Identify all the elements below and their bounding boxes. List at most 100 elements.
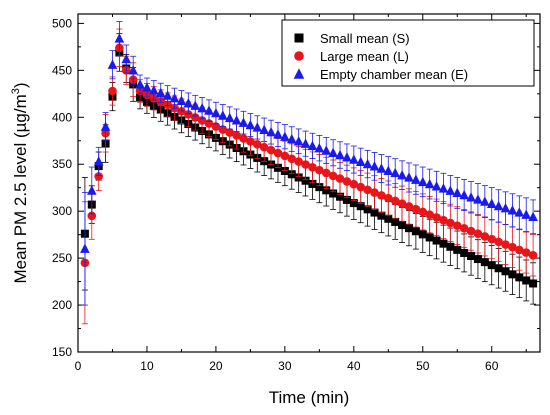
data-point <box>521 209 532 219</box>
data-point <box>404 202 414 211</box>
data-point <box>439 215 448 225</box>
data-point <box>349 199 358 208</box>
data-point <box>86 185 97 195</box>
data-point <box>280 131 290 141</box>
data-point <box>336 192 345 201</box>
data-point <box>445 185 456 195</box>
data-point <box>466 192 476 202</box>
legend-label: Empty chamber mean (E) <box>320 67 468 82</box>
data-point <box>355 156 366 166</box>
data-point <box>439 239 448 248</box>
x-tick-label: 60 <box>485 359 499 373</box>
legend: Small mean (S) Large mean (L) Empty chambe… <box>281 19 535 87</box>
data-point <box>425 233 434 242</box>
legend-box <box>281 19 535 87</box>
data-point <box>369 161 380 171</box>
data-point <box>335 149 345 160</box>
data-point <box>438 183 449 193</box>
x-tick-label: 30 <box>278 359 292 373</box>
data-point <box>370 188 379 197</box>
y-axis-ticks: 150 200 250 300 350 400 450 500 <box>52 16 540 359</box>
data-point <box>252 140 262 149</box>
data-point <box>280 151 290 161</box>
data-point <box>286 133 297 144</box>
data-point <box>225 128 235 137</box>
data-point <box>128 65 138 75</box>
data-point <box>501 240 510 249</box>
x-axis-ticks: 0 10 20 30 40 50 60 <box>75 14 527 373</box>
data-point <box>370 208 379 217</box>
x-axis-title: Time (min) <box>269 388 350 407</box>
x-tick-label: 0 <box>75 359 82 373</box>
legend-marker-triangle <box>293 68 305 79</box>
data-point <box>377 191 386 200</box>
data-point <box>404 224 413 233</box>
data-point <box>418 207 428 217</box>
data-point <box>508 242 517 252</box>
data-point <box>121 53 132 64</box>
data-point <box>521 248 531 257</box>
data-point <box>411 204 421 214</box>
data-point <box>259 142 269 152</box>
data-point <box>287 170 296 179</box>
data-point <box>480 232 490 241</box>
data-point <box>342 177 352 186</box>
data-point <box>397 199 407 208</box>
data-point <box>480 258 489 267</box>
data-point <box>500 202 511 213</box>
data-point <box>473 255 482 264</box>
data-point <box>515 273 524 282</box>
data-point <box>218 125 228 134</box>
data-point <box>453 245 462 254</box>
data-point <box>232 131 241 140</box>
data-point <box>529 279 538 288</box>
data-point <box>211 122 221 131</box>
y-tick-label: 400 <box>52 110 72 124</box>
data-point <box>349 154 359 164</box>
y-axis-title-main: Mean PM 2.5 level (µg/m <box>11 94 30 283</box>
data-point <box>190 113 200 122</box>
data-point <box>494 237 503 247</box>
data-point <box>204 105 214 115</box>
data-point <box>252 122 263 132</box>
y-tick-label: 450 <box>52 63 72 77</box>
data-point <box>155 87 166 98</box>
data-point <box>197 102 207 113</box>
data-point <box>362 158 373 169</box>
data-point <box>418 230 427 239</box>
data-point <box>349 179 359 189</box>
data-point <box>107 59 118 69</box>
data-point <box>238 117 249 127</box>
data-point <box>390 167 400 178</box>
x-tick-label: 10 <box>140 359 154 373</box>
data-point <box>266 145 276 155</box>
data-point <box>273 148 283 158</box>
data-point <box>452 187 463 198</box>
data-point <box>459 189 469 200</box>
data-point <box>301 176 310 185</box>
data-point <box>431 181 442 191</box>
data-point <box>473 229 483 238</box>
data-point <box>424 178 435 189</box>
data-point <box>231 115 242 125</box>
legend-marker-circle <box>294 51 304 61</box>
data-point <box>294 173 303 182</box>
data-point <box>300 138 311 148</box>
data-point <box>314 142 325 153</box>
data-point <box>149 85 159 95</box>
data-point <box>307 140 318 151</box>
data-point <box>411 227 420 236</box>
data-point <box>466 226 476 236</box>
data-point <box>246 137 255 146</box>
data-series <box>80 21 538 325</box>
data-point <box>211 107 221 118</box>
x-tick-label: 50 <box>416 359 430 373</box>
data-point <box>398 221 407 230</box>
data-point <box>308 179 317 188</box>
y-axis-title: Mean PM 2.5 level (µg/m3) <box>10 82 30 283</box>
legend-label: Small mean (S) <box>320 31 410 46</box>
data-point <box>383 193 393 203</box>
data-point <box>294 157 303 166</box>
data-point <box>321 145 332 155</box>
y-tick-label: 150 <box>52 345 72 359</box>
